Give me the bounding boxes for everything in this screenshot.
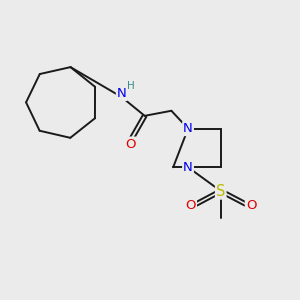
Text: N: N — [183, 161, 193, 174]
Text: N: N — [183, 122, 193, 135]
Text: S: S — [216, 184, 225, 199]
Text: O: O — [125, 138, 135, 151]
Text: O: O — [185, 199, 196, 212]
Text: H: H — [127, 81, 135, 91]
Text: O: O — [246, 199, 256, 212]
Text: N: N — [117, 87, 127, 100]
